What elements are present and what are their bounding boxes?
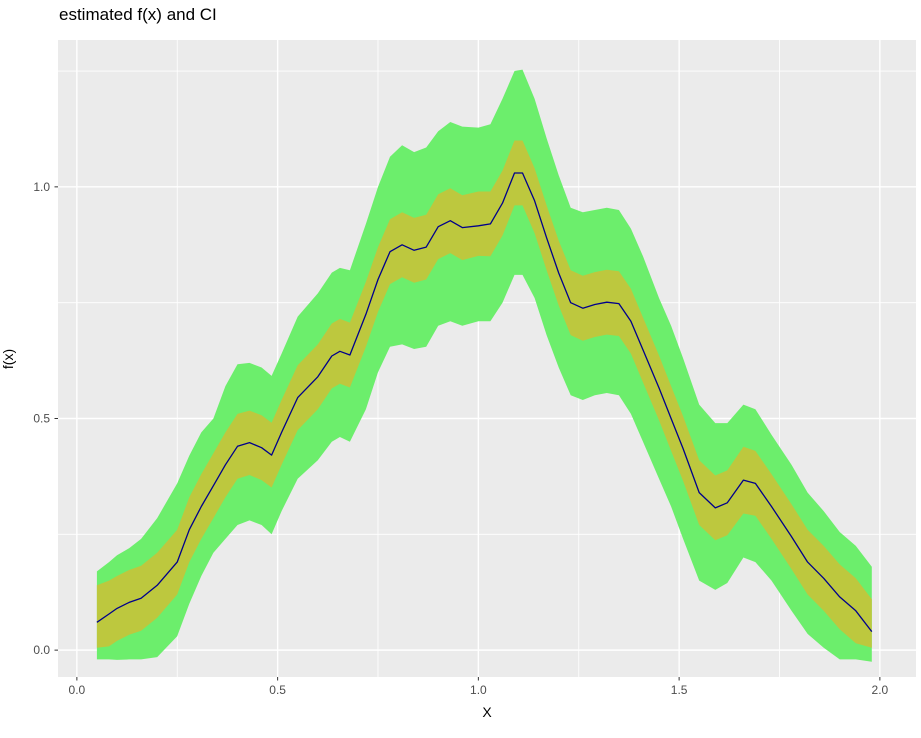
axis-tick-marks (54, 186, 881, 681)
y-tick-label: 0.5 (33, 411, 50, 425)
chart-title: estimated f(x) and CI (59, 5, 217, 24)
estimated-fx-path (96, 172, 873, 632)
x-tick-label: 1.5 (671, 683, 688, 697)
x-tick-label: 1.0 (470, 683, 487, 697)
y-axis-title: f(x) (0, 348, 16, 370)
x-tick-label: 2.0 (872, 683, 889, 697)
x-tick-labels: 0.0 0.5 1.0 1.5 2.0 (69, 683, 889, 697)
inner-ci-band (96, 140, 872, 648)
y-tick-label: 0.0 (33, 643, 50, 657)
estimated-fx-line (96, 172, 873, 632)
outer-ci-band (96, 69, 872, 662)
outer-ci-ribbon (96, 69, 872, 662)
y-tick-label: 1.0 (33, 180, 50, 194)
y-tick-labels: 0.0 0.5 1.0 (33, 180, 50, 657)
x-tick-label: 0.5 (269, 683, 286, 697)
inner-ci-ribbon (96, 140, 872, 648)
x-tick-label: 0.0 (69, 683, 86, 697)
x-axis-title: X (482, 704, 492, 720)
